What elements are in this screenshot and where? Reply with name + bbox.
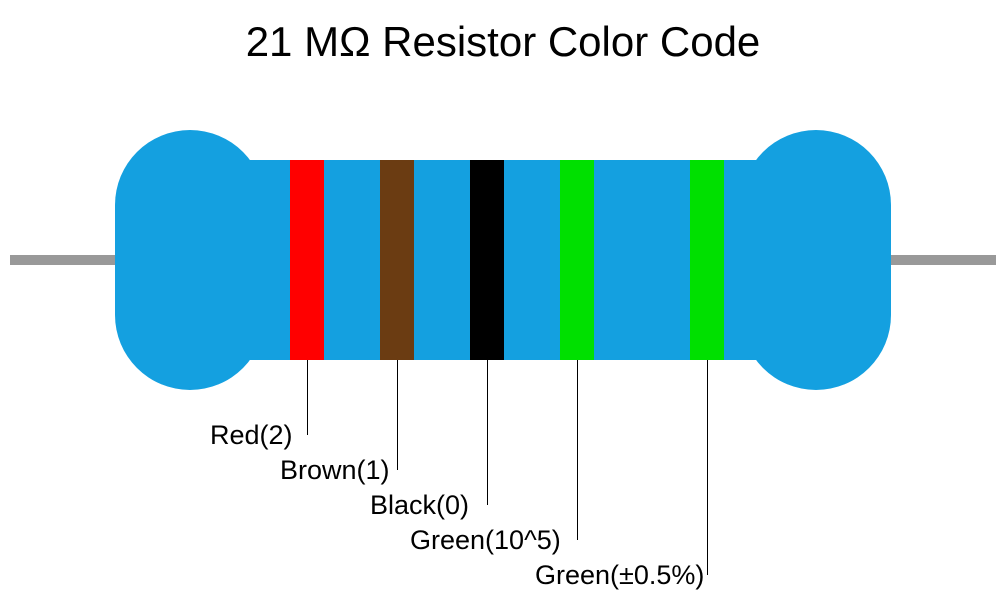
band-5-label: Green(±0.5%): [535, 560, 704, 591]
band-4-label: Green(10^5): [410, 525, 561, 556]
band-5: [690, 160, 724, 360]
band-1: [290, 160, 324, 360]
band-4-leader: [577, 360, 578, 540]
lead-wire-left: [10, 255, 120, 265]
band-3-label: Black(0): [370, 490, 469, 521]
band-4: [560, 160, 594, 360]
band-1-leader: [307, 360, 308, 435]
resistor-diagram: 21 MΩ Resistor Color Code Red(2) Brown(1)…: [0, 0, 1006, 607]
band-2-leader: [397, 360, 398, 470]
band-2-label: Brown(1): [280, 455, 390, 486]
band-5-leader: [707, 360, 708, 575]
band-1-label: Red(2): [210, 420, 293, 451]
band-3-leader: [487, 360, 488, 505]
diagram-title: 21 MΩ Resistor Color Code: [0, 18, 1006, 66]
band-2: [380, 160, 414, 360]
band-3: [470, 160, 504, 360]
lead-wire-right: [886, 255, 996, 265]
